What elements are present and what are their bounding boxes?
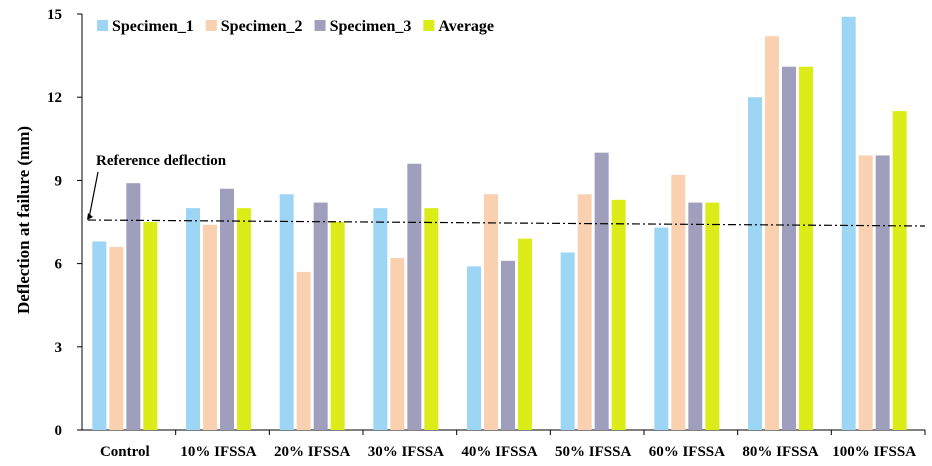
bars — [92, 16, 907, 431]
bar — [203, 224, 217, 430]
legend-label: Specimen_1 — [112, 18, 194, 35]
y-tick-label: 12 — [47, 90, 62, 106]
x-tick-label: 60% IFSSA — [649, 444, 725, 460]
bar — [484, 194, 498, 430]
x-tick-label: 10% IFSSA — [180, 444, 256, 460]
y-axis-label-group: Deflection at failure (mm) — [14, 126, 33, 314]
reference-line-group: Reference deflection — [87, 153, 926, 227]
x-tick-label: 50% IFSSA — [555, 444, 631, 460]
legend-swatch — [423, 20, 435, 31]
bar — [892, 111, 907, 431]
x-tick-label: Control — [100, 444, 150, 460]
bar — [186, 208, 200, 430]
reference-line-label: Reference deflection — [96, 153, 227, 169]
bar — [467, 266, 481, 430]
tick-labels: 0 3 6 9 12 15 Control 10% IFSSA 20% IFSSA 30% IFS… — [47, 7, 916, 460]
reference-arrowhead — [87, 213, 93, 220]
bar — [858, 155, 873, 430]
bar — [748, 97, 762, 430]
y-tick-label: 6 — [55, 257, 63, 273]
y-tick-label: 9 — [55, 173, 63, 189]
bar — [390, 258, 405, 430]
bar — [577, 194, 592, 430]
bar — [782, 66, 796, 431]
legend-swatch — [97, 20, 108, 31]
bar — [279, 194, 294, 430]
bar — [220, 188, 234, 430]
bar — [799, 66, 813, 431]
bar — [560, 252, 575, 430]
bar — [109, 246, 124, 430]
y-tick-label: 15 — [47, 7, 62, 23]
bar — [611, 199, 626, 430]
x-tick-label: 20% IFSSA — [274, 444, 350, 460]
bar — [501, 260, 515, 430]
bar — [705, 202, 720, 430]
bar — [330, 222, 345, 430]
bar — [594, 152, 609, 430]
bar — [126, 183, 141, 430]
bar — [841, 16, 856, 430]
y-axis-label: Deflection at failure (mm) — [14, 126, 33, 314]
bar — [518, 238, 532, 430]
bar — [296, 271, 311, 430]
legend: Specimen_1 Specimen_2 Specimen_3 Average — [97, 18, 494, 35]
x-tick-label: 100% IFSSA — [832, 444, 916, 460]
bar — [424, 208, 439, 430]
legend-label: Specimen_3 — [330, 18, 412, 35]
legend-label: Specimen_2 — [221, 18, 303, 35]
bar — [373, 208, 388, 430]
y-tick-label: 0 — [55, 423, 63, 439]
bar — [688, 202, 703, 430]
reference-arrow — [88, 171, 99, 219]
x-tick-label: 30% IFSSA — [368, 444, 444, 460]
x-tick-label: 40% IFSSA — [461, 444, 537, 460]
legend-swatch — [314, 20, 326, 31]
bar — [654, 227, 669, 430]
reference-line — [87, 219, 926, 227]
bar — [313, 202, 328, 430]
bar — [92, 241, 107, 430]
bar — [143, 222, 158, 430]
legend-swatch — [205, 20, 217, 31]
bar — [407, 163, 422, 430]
bar — [237, 208, 251, 430]
legend-label: Average — [438, 18, 494, 35]
bar — [875, 155, 890, 430]
y-tick-label: 3 — [55, 340, 63, 356]
x-tick-label: 80% IFSSA — [742, 444, 818, 460]
bar — [765, 36, 779, 430]
bar — [671, 174, 686, 430]
